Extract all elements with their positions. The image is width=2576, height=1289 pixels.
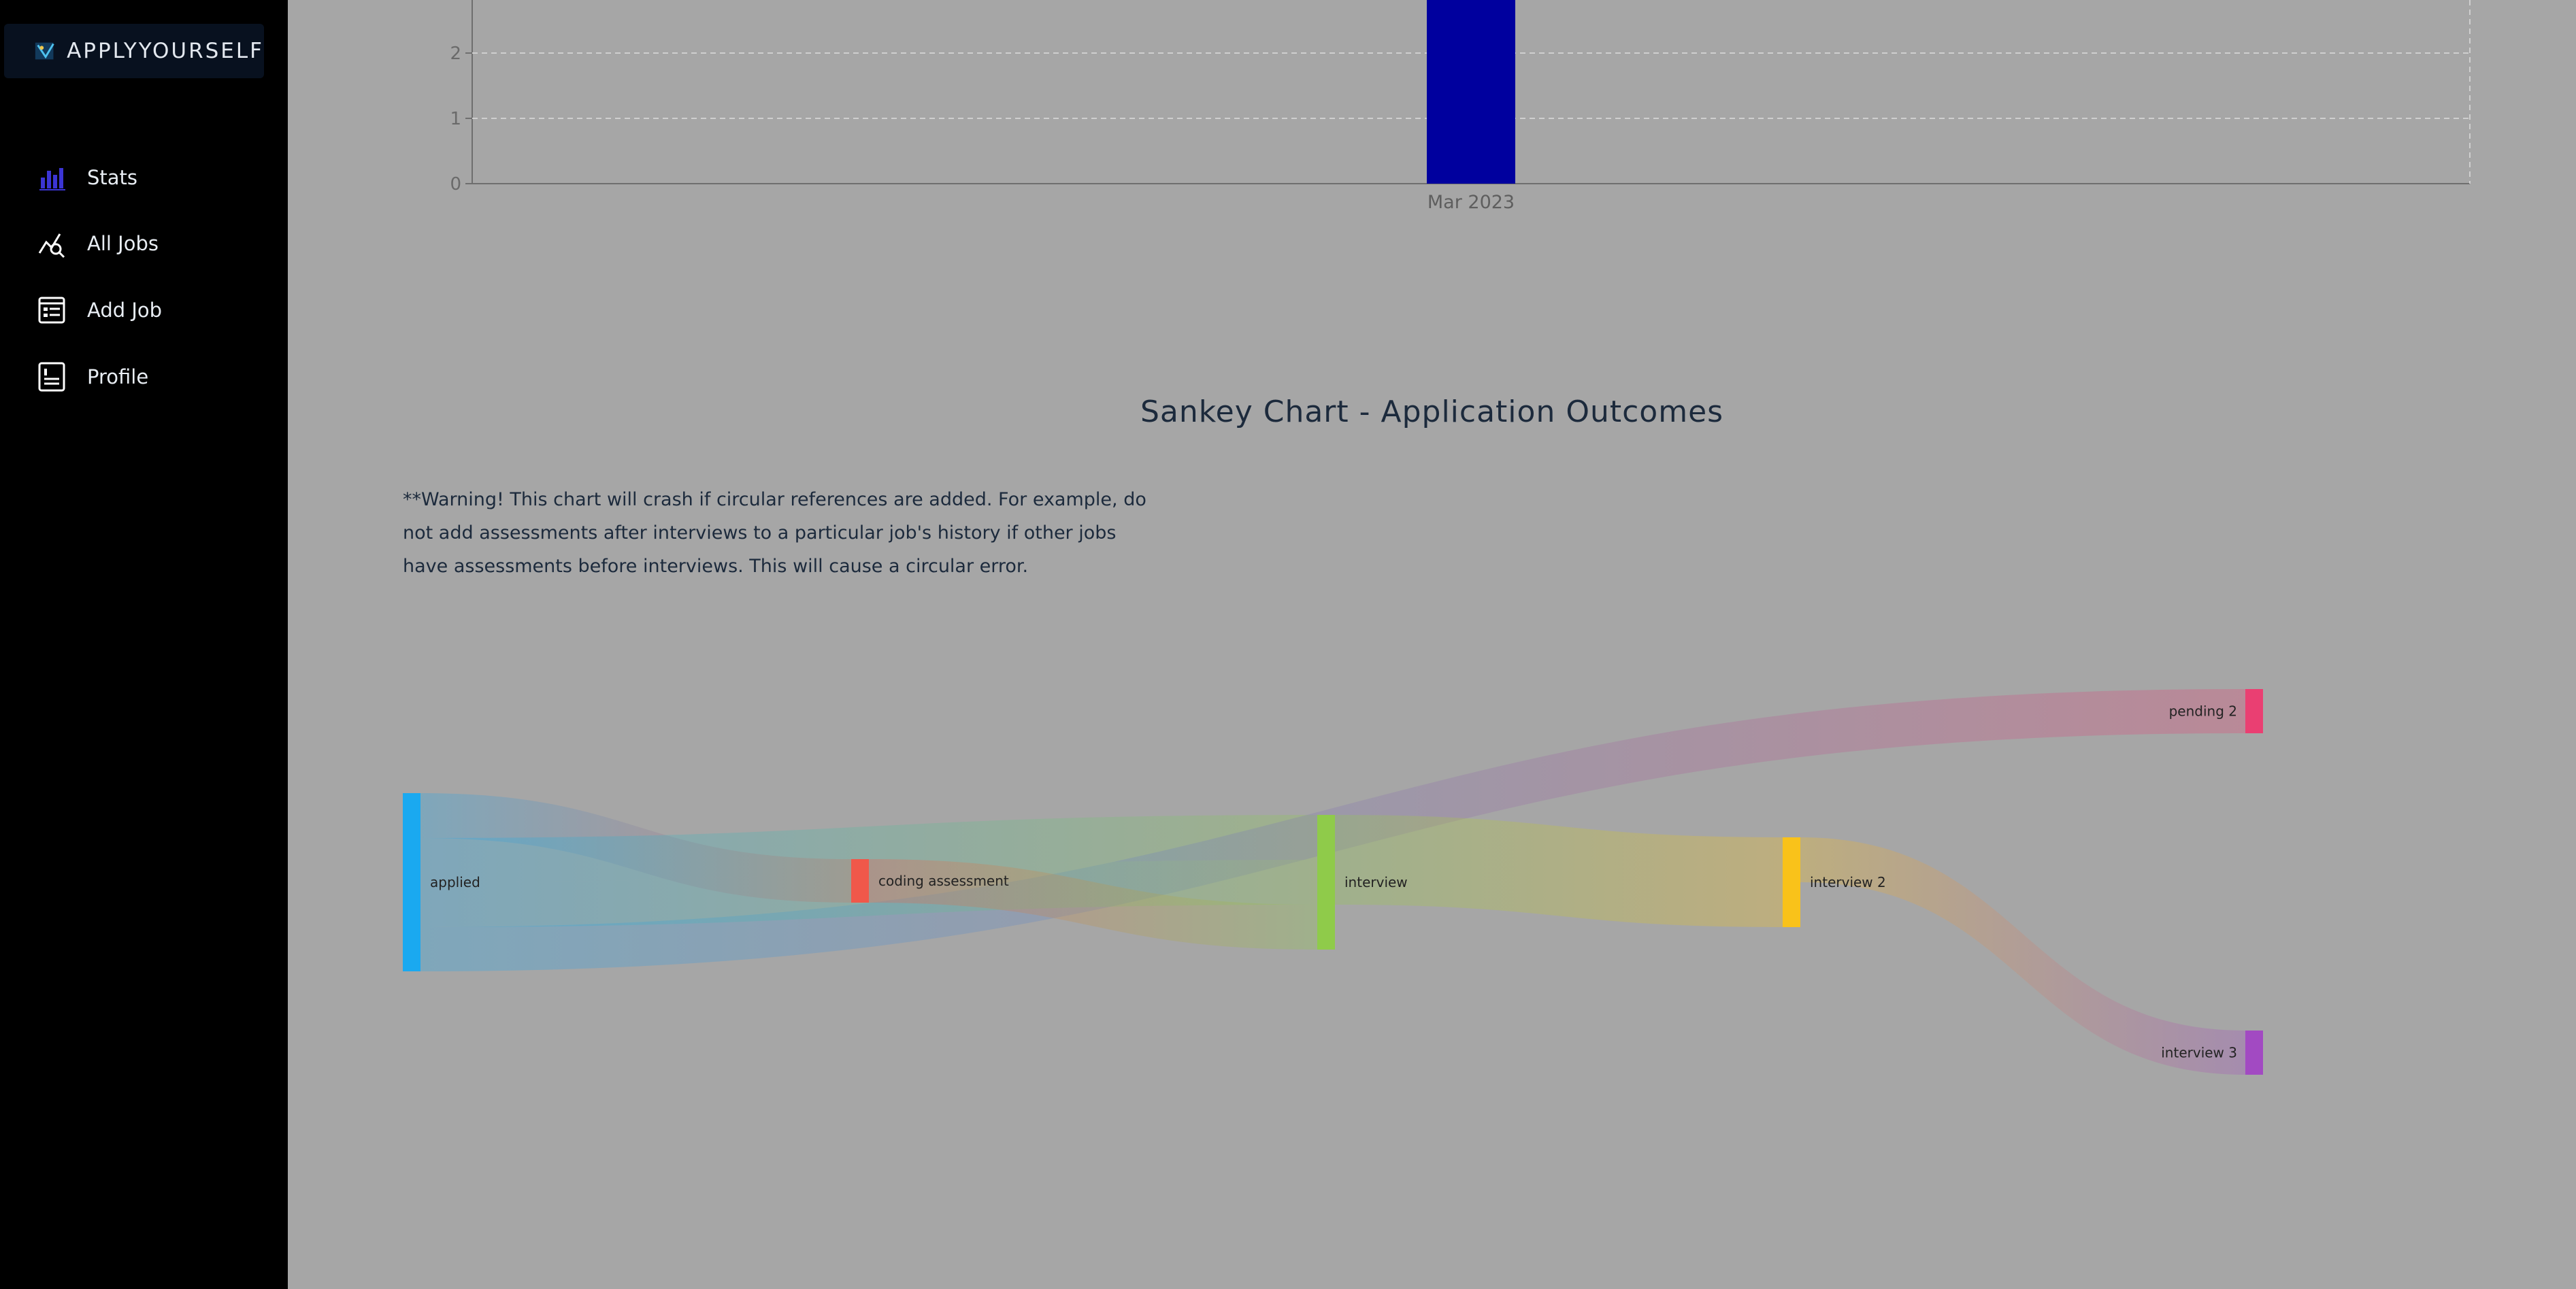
sidebar-item-add-job[interactable]: Add Job <box>35 290 253 331</box>
sidebar-item-stats[interactable]: Stats <box>35 157 253 198</box>
main-content: 0 1 2 Mar 2023 Sankey Chart - Application … <box>288 0 2576 1289</box>
x-tick-label: Mar 2023 <box>1427 192 1515 213</box>
sankey-node[interactable] <box>1317 815 1335 950</box>
sankey-node-label: interview 3 <box>2161 1045 2237 1061</box>
form-icon <box>38 297 65 324</box>
profile-icon <box>38 362 65 392</box>
app-title: APPLYYOURSELF <box>67 39 264 63</box>
search-chart-icon <box>38 233 65 258</box>
sankey-node-label: interview 2 <box>1810 874 1886 890</box>
sidebar: APPLYYOURSELF Stats All Jobs Add <box>0 0 288 1289</box>
sidebar-item-label: Add Job <box>87 299 163 322</box>
sidebar-item-profile[interactable]: Profile <box>35 356 253 397</box>
app-logo[interactable]: APPLYYOURSELF <box>4 24 264 78</box>
sankey-node[interactable] <box>1783 837 1800 927</box>
bar-chart-icon <box>39 168 65 190</box>
sankey-node[interactable] <box>2245 1031 2263 1075</box>
sidebar-item-label: Profile <box>87 365 149 388</box>
logo-icon <box>35 42 54 60</box>
sankey-node-label: applied <box>430 874 480 890</box>
y-tick-label: 2 <box>450 44 461 64</box>
y-tick-label: 0 <box>450 174 461 195</box>
sidebar-item-label: Stats <box>87 166 138 189</box>
sankey-link[interactable] <box>869 859 1317 950</box>
sankey-link[interactable] <box>1335 815 1783 927</box>
sankey-node[interactable] <box>2245 689 2263 733</box>
sankey-node[interactable] <box>851 859 869 903</box>
y-tick-label: 1 <box>450 109 461 129</box>
sankey-node-label: pending 2 <box>2169 703 2237 720</box>
bar[interactable] <box>1427 0 1515 184</box>
sankey-link[interactable] <box>1800 837 2245 1075</box>
sankey-link[interactable] <box>420 815 1317 882</box>
sankey-node-label: interview <box>1344 874 1408 890</box>
sidebar-item-all-jobs[interactable]: All Jobs <box>35 223 253 264</box>
sidebar-item-label: All Jobs <box>87 232 159 255</box>
sankey-node[interactable] <box>403 793 420 971</box>
sankey-title: Sankey Chart - Application Outcomes <box>1140 395 1724 429</box>
sankey-node-label: coding assessment <box>878 873 1009 889</box>
sankey-warning: **Warning! This chart will crash if circ… <box>403 489 1146 577</box>
sankey-chart: applied coding assessment interview intervi… <box>403 689 2263 1075</box>
bar-chart: 0 1 2 Mar 2023 <box>450 0 2471 213</box>
